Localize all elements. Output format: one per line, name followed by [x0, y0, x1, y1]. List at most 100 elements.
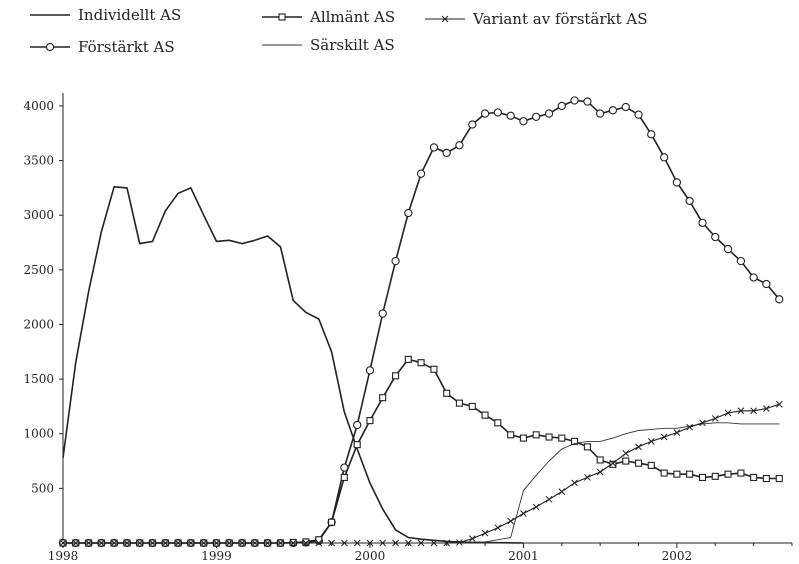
data-point — [775, 400, 783, 408]
x-tick-label: 2002 — [662, 549, 693, 563]
data-point — [647, 438, 655, 445]
data-point — [213, 539, 220, 547]
data-point — [340, 473, 348, 481]
data-point — [507, 431, 515, 439]
data-point — [621, 102, 630, 112]
data-point — [660, 433, 668, 441]
data-point — [545, 495, 553, 503]
data-point — [353, 441, 361, 449]
data-point — [723, 244, 733, 254]
data-point — [443, 539, 451, 547]
data-point — [468, 402, 476, 410]
y-tick-label: 2000 — [23, 317, 54, 331]
data-point — [750, 407, 757, 415]
data-point — [328, 518, 336, 526]
data-point — [711, 415, 719, 422]
data-point — [366, 539, 374, 547]
data-point — [737, 407, 745, 415]
data-point — [570, 96, 579, 105]
data-point — [724, 470, 732, 478]
x-tick-label: 2000 — [355, 549, 386, 563]
legend-item: Särskilt AS — [262, 36, 395, 54]
data-point — [302, 538, 310, 546]
data-point — [72, 539, 80, 547]
data-point — [85, 539, 92, 547]
data-point — [622, 450, 630, 457]
data-point — [647, 130, 656, 139]
data-point — [417, 539, 425, 547]
x-axis-ticks: 1998 1999 2000 2001 2002 — [48, 543, 793, 563]
data-point — [353, 420, 362, 430]
data-point — [379, 394, 387, 402]
data-point — [532, 431, 540, 439]
series-line — [62, 186, 524, 544]
legend-item: Variant av förstärkt AS — [425, 10, 648, 28]
data-point — [417, 359, 425, 367]
data-point — [315, 539, 323, 547]
data-point — [481, 411, 489, 419]
data-point — [277, 539, 284, 547]
data-point — [609, 460, 617, 468]
data-point — [634, 459, 643, 467]
legend-label: Förstärkt AS — [78, 38, 175, 56]
data-point — [340, 539, 348, 547]
data-point — [520, 510, 527, 517]
legend-item: Förstärkt AS — [30, 38, 175, 56]
data-point — [430, 365, 438, 373]
data-point — [328, 539, 335, 547]
data-point — [584, 474, 591, 481]
data-point — [519, 117, 528, 126]
data-point — [673, 470, 681, 478]
series-allmänt-as — [59, 355, 783, 547]
data-point — [110, 539, 118, 547]
data-point — [557, 101, 566, 111]
series-line — [63, 422, 780, 544]
plot-area — [58, 96, 784, 548]
data-point — [762, 279, 771, 289]
data-point — [149, 539, 156, 547]
data-point — [698, 218, 707, 227]
x-tick-label: 1998 — [48, 549, 79, 563]
data-point — [315, 536, 323, 544]
data-point — [570, 437, 579, 445]
data-point — [379, 539, 387, 547]
data-point — [532, 112, 541, 122]
data-point — [609, 459, 617, 467]
data-point — [596, 109, 605, 118]
data-point — [558, 434, 566, 442]
series-särskilt-as — [63, 422, 780, 544]
data-point — [775, 474, 783, 483]
data-point — [416, 169, 426, 178]
data-point — [365, 366, 375, 375]
data-point — [660, 153, 669, 162]
data-point — [775, 295, 784, 304]
data-point — [749, 273, 758, 282]
y-tick-label: 3500 — [23, 154, 54, 168]
y-axis-ticks: 500 1000 1500 2000 2500 3000 3500 4000 — [23, 99, 63, 495]
y-tick-label: 1500 — [23, 372, 54, 386]
data-point — [251, 539, 259, 547]
data-point — [571, 479, 578, 487]
data-point — [494, 524, 502, 532]
chart-legend: Individellt AS Förstärkt AS Allmänt AS Särs… — [30, 6, 648, 56]
data-point — [506, 111, 515, 120]
data-point — [353, 539, 361, 547]
data-point — [455, 141, 464, 150]
data-point — [699, 419, 706, 427]
data-point — [622, 457, 630, 465]
data-point — [544, 109, 554, 118]
data-point — [442, 148, 451, 158]
legend-label: Individellt AS — [78, 6, 181, 24]
data-point — [392, 372, 400, 380]
data-point — [468, 120, 477, 129]
data-point — [174, 539, 182, 547]
data-point — [162, 539, 169, 547]
data-point — [711, 232, 720, 242]
data-point — [737, 469, 745, 477]
data-point — [724, 409, 732, 417]
data-point — [456, 539, 463, 546]
data-point — [750, 473, 758, 481]
data-point — [289, 539, 297, 547]
legend-item: Allmänt AS — [262, 8, 395, 26]
